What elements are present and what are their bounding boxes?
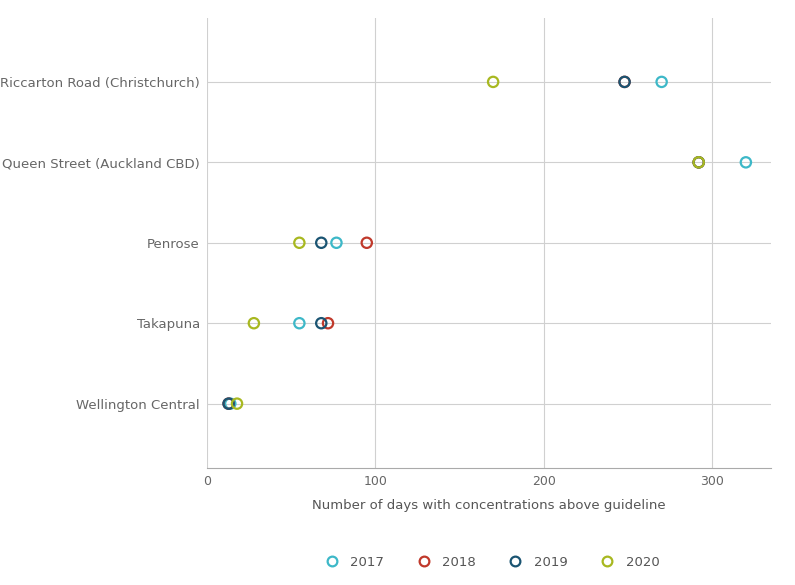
Point [223,399,235,408]
Point [330,238,343,247]
Point [315,318,328,328]
Point [224,399,237,408]
Point [739,158,752,167]
Point [360,238,373,247]
Legend: 2017, 2018, 2019, 2020: 2017, 2018, 2019, 2020 [313,550,665,574]
Point [247,318,260,328]
Point [619,77,631,87]
Point [692,158,705,167]
Point [293,238,306,247]
Point [655,77,668,87]
Point [231,399,243,408]
Point [619,77,631,87]
Point [293,318,306,328]
X-axis label: Number of days with concentrations above guideline: Number of days with concentrations above… [312,499,665,512]
Point [487,77,499,87]
Point [692,158,705,167]
Point [223,399,235,408]
Point [315,238,328,247]
Point [322,318,335,328]
Point [692,158,705,167]
